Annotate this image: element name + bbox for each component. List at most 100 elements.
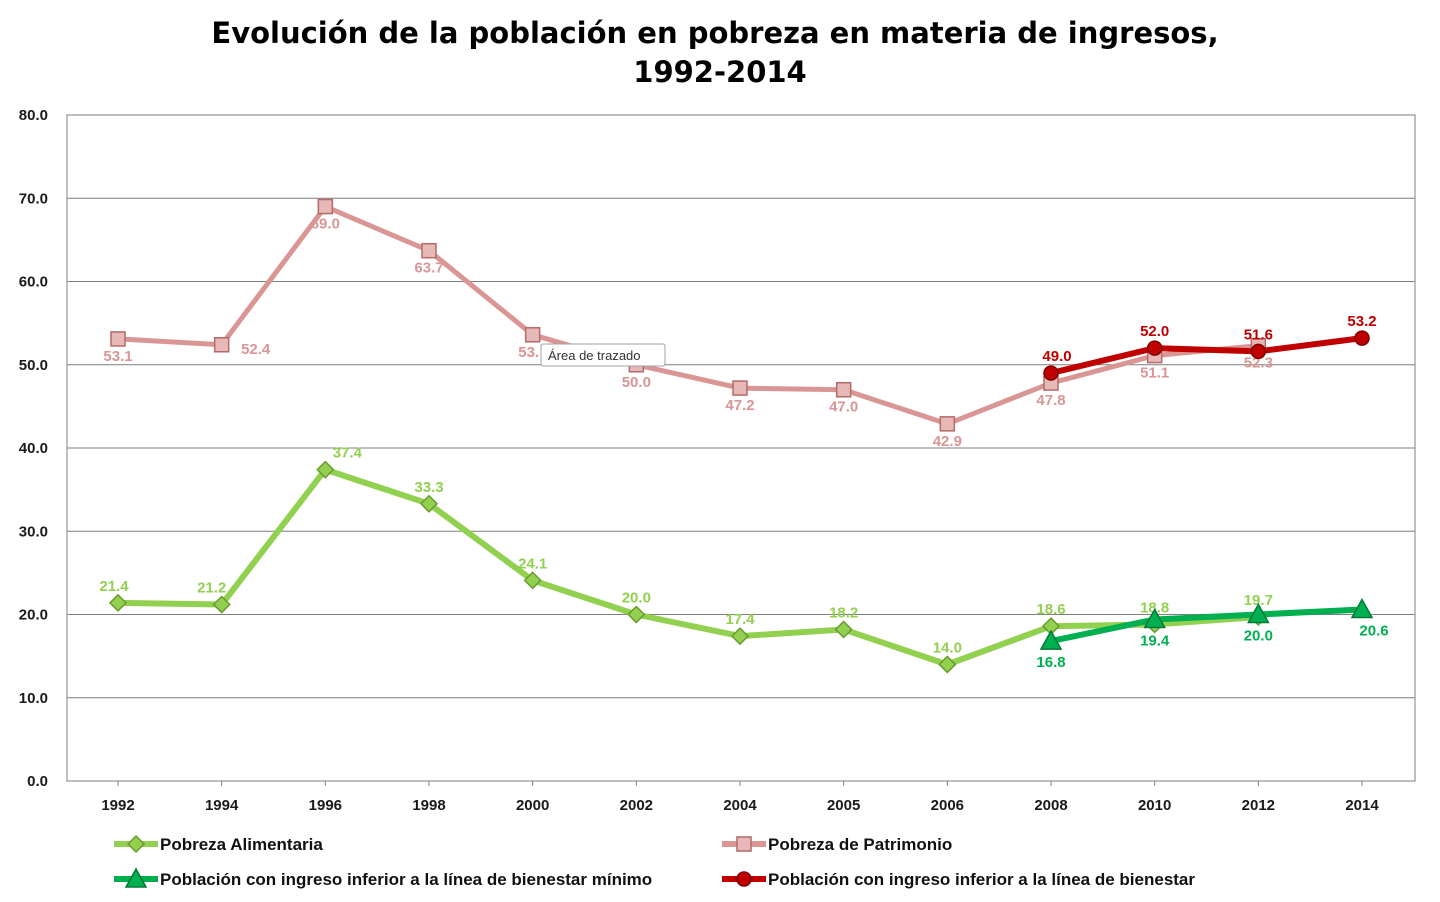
data-label: 53.1 bbox=[103, 348, 132, 365]
chart-title-line2: 1992-2014 bbox=[633, 55, 806, 89]
legend-item: Población con ingreso inferior a la líne… bbox=[114, 867, 652, 889]
data-label: 21.4 bbox=[99, 578, 129, 595]
data-point bbox=[1043, 365, 1059, 381]
data-label: 14.0 bbox=[933, 639, 962, 656]
legend-label: Población con ingreso inferior a la líne… bbox=[160, 870, 652, 889]
legend-marker bbox=[124, 867, 148, 888]
data-point bbox=[938, 655, 957, 674]
data-point bbox=[213, 337, 230, 353]
tooltip-text: Área de trazado bbox=[548, 348, 641, 363]
data-label: 49.0 bbox=[1042, 348, 1071, 365]
data-point bbox=[627, 605, 646, 624]
x-tick-label: 1998 bbox=[412, 797, 445, 814]
tooltip-box bbox=[540, 343, 666, 367]
data-label: 20.0 bbox=[622, 590, 651, 607]
data-label: 63.7 bbox=[414, 260, 443, 277]
data-point bbox=[939, 416, 956, 432]
data-label: 69.0 bbox=[311, 216, 340, 233]
legend-marker bbox=[736, 836, 752, 852]
y-tick-label: 80.0 bbox=[19, 107, 48, 124]
data-point bbox=[1247, 602, 1270, 624]
data-label: 50.0 bbox=[622, 374, 651, 391]
data-point bbox=[110, 331, 126, 347]
data-point bbox=[419, 494, 439, 513]
series-line bbox=[1048, 606, 1365, 645]
y-tick-label: 10.0 bbox=[19, 690, 48, 707]
data-point bbox=[524, 327, 541, 343]
x-tick-label: 2005 bbox=[827, 797, 860, 814]
y-tick-label: 60.0 bbox=[19, 274, 48, 291]
legend-label: Población con ingreso inferior a la líne… bbox=[768, 870, 1195, 889]
data-label: 53. bbox=[518, 344, 539, 361]
plot-area[interactable]: 0.0 10.0 20.0 30.0 40.0 50.0 60.0 70.0 80.0 1992 1… bbox=[19, 107, 1416, 814]
legend-marker bbox=[736, 871, 752, 887]
x-tick-label: 2006 bbox=[931, 797, 964, 814]
data-label: 42.9 bbox=[933, 433, 962, 450]
series-line bbox=[115, 466, 1262, 668]
data-label: 17.4 bbox=[725, 611, 755, 628]
legend-marker bbox=[126, 834, 146, 854]
x-tick-label: 2014 bbox=[1345, 797, 1379, 814]
data-label: 24.1 bbox=[518, 555, 547, 572]
plot-area-tooltip: Área de trazado bbox=[540, 343, 666, 367]
data-point bbox=[1354, 330, 1370, 346]
data-point bbox=[1039, 629, 1063, 650]
data-point bbox=[108, 593, 128, 612]
x-tick-label: 2008 bbox=[1034, 797, 1067, 814]
series-line bbox=[115, 204, 1261, 427]
data-label: 19.4 bbox=[1140, 632, 1170, 649]
x-tick-label: 2010 bbox=[1138, 797, 1171, 814]
series-0: 21.4 21.2 37.4 33.3 24.1 20.0 17.4 18.2 14.0 18.6… bbox=[99, 445, 1273, 674]
data-label: 19.7 bbox=[1244, 592, 1273, 609]
data-point bbox=[1146, 340, 1163, 356]
legend-item: Población con ingreso inferior a la líne… bbox=[722, 870, 1195, 889]
legend-item: Pobreza de Patrimonio bbox=[722, 835, 952, 854]
data-point bbox=[835, 381, 852, 398]
data-label: 47.2 bbox=[725, 397, 754, 414]
data-label: 51.1 bbox=[1140, 365, 1169, 382]
series-line bbox=[1048, 335, 1365, 377]
data-point bbox=[523, 571, 542, 590]
data-point bbox=[834, 620, 853, 639]
data-point bbox=[317, 198, 334, 215]
data-point bbox=[732, 380, 748, 396]
data-point bbox=[316, 460, 335, 479]
data-label: 20.0 bbox=[1244, 628, 1273, 645]
x-tick-label: 1994 bbox=[205, 797, 239, 814]
x-tick-label: 2004 bbox=[723, 797, 757, 814]
y-tick-label: 30.0 bbox=[19, 523, 48, 540]
data-label: 47.0 bbox=[829, 399, 858, 416]
x-tick-label: 2012 bbox=[1242, 797, 1275, 814]
data-label: 20.6 bbox=[1359, 623, 1388, 640]
x-tick-label: 1992 bbox=[101, 797, 134, 814]
data-label: 33.3 bbox=[414, 479, 443, 496]
x-tick-label: 1996 bbox=[309, 797, 342, 814]
x-tick-label: 2002 bbox=[620, 797, 653, 814]
chart-title-line1: Evolución de la población en pobreza en … bbox=[211, 16, 1218, 50]
y-tick-label: 50.0 bbox=[19, 357, 48, 374]
data-label: 16.8 bbox=[1036, 654, 1065, 671]
data-label: 47.8 bbox=[1036, 392, 1065, 409]
data-point bbox=[1143, 607, 1166, 629]
series-3: 49.0 52.0 51.6 53.2 bbox=[1042, 313, 1377, 381]
data-label: 51.6 bbox=[1244, 326, 1273, 343]
y-tick-label: 40.0 bbox=[19, 440, 48, 457]
data-label: 37.4 bbox=[333, 445, 363, 462]
data-point bbox=[1350, 597, 1374, 619]
legend: Pobreza Alimentaria Pobreza de Patrimonio… bbox=[114, 834, 1195, 889]
data-point bbox=[730, 627, 750, 646]
legend-label: Pobreza de Patrimonio bbox=[768, 835, 952, 854]
data-label: 52.4 bbox=[241, 341, 271, 358]
data-label: 18.2 bbox=[829, 604, 858, 621]
data-label: 18.6 bbox=[1036, 601, 1065, 618]
series-1: 53.1 52.4 69.0 63.7 53. 50.0 47.2 47.0 42.9 47.8 5… bbox=[103, 198, 1273, 450]
y-tick-label: 20.0 bbox=[19, 607, 48, 624]
y-tick-label: 0.0 bbox=[27, 773, 48, 790]
data-point bbox=[421, 242, 437, 259]
y-tick-label: 70.0 bbox=[19, 190, 48, 207]
legend-item: Pobreza Alimentaria bbox=[114, 834, 323, 854]
data-label: 52.3 bbox=[1244, 355, 1273, 372]
data-label: 52.0 bbox=[1140, 323, 1169, 340]
series-2: 16.8 19.4 20.0 20.6 bbox=[1036, 597, 1389, 671]
